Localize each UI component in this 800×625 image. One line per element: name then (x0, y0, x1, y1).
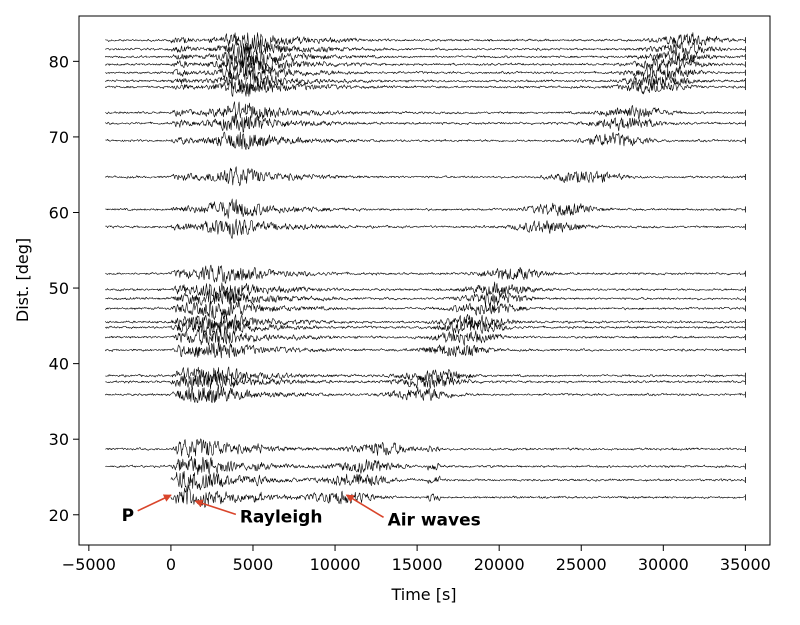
seismic-trace-15 (105, 218, 746, 239)
seismic-trace-6 (105, 366, 746, 386)
seismic-trace-0 (170, 484, 746, 508)
seismic-trace-24 (105, 54, 746, 75)
x-tick-label: 20000 (474, 555, 525, 574)
seismic-trace-26 (105, 39, 746, 60)
x-tick-label: 10000 (310, 555, 361, 574)
seismic-trace-7 (105, 342, 746, 359)
x-tick-label: 25000 (556, 555, 607, 574)
seismic-trace-17 (105, 166, 746, 187)
annotation-arrow-p (137, 494, 172, 512)
y-axis-label: Dist. [deg] (13, 238, 32, 322)
x-tick-label: 35000 (720, 555, 771, 574)
y-tick-label: 60 (49, 203, 69, 222)
seismic-trace-9 (105, 316, 746, 337)
y-tick-label: 40 (49, 355, 69, 374)
annotation-label-p: P (122, 506, 134, 526)
trace-group (105, 32, 746, 508)
plot-frame (78, 15, 771, 546)
x-tick-label: 15000 (392, 555, 443, 574)
seismic-trace-22 (105, 70, 746, 91)
annotation-arrow-air-waves (345, 494, 384, 519)
seismic-trace-13 (105, 281, 746, 302)
y-tick-label: 80 (49, 52, 69, 71)
seismic-trace-8 (105, 328, 746, 346)
seismic-trace-25 (105, 46, 746, 68)
seismic-trace-3 (105, 438, 746, 458)
seismic-trace-11 (105, 300, 746, 320)
seismic-trace-14 (105, 264, 746, 284)
x-axis-ticks: −5000 0 5000 10000 15000 20000 25000 30000 35000 (62, 545, 771, 574)
seismic-trace-16 (105, 198, 746, 219)
seismic-trace-10 (105, 312, 746, 333)
annotation-label-air-waves: Air waves (388, 510, 481, 530)
seismic-trace-27 (105, 32, 746, 50)
x-axis-label: Time [s] (390, 585, 456, 604)
y-axis-ticks: 20 30 40 50 60 70 80 (49, 52, 79, 525)
annotation-group: P Rayleigh Air waves (122, 494, 481, 530)
seismic-trace-1 (170, 470, 746, 493)
seismic-trace-21 (105, 79, 746, 97)
seismic-trace-5 (105, 371, 746, 390)
y-tick-label: 70 (49, 128, 69, 147)
seismic-trace-20 (105, 101, 746, 121)
x-tick-label: 5000 (233, 555, 274, 574)
seismic-trace-2 (105, 455, 746, 475)
seismic-trace-18 (105, 131, 746, 150)
x-tick-label: 0 (166, 555, 176, 574)
seismic-trace-19 (105, 112, 746, 133)
annotation-arrow-rayleigh (194, 499, 237, 516)
annotation-label-rayleigh: Rayleigh (240, 507, 323, 527)
y-tick-label: 20 (49, 506, 69, 525)
x-tick-label: 30000 (638, 555, 689, 574)
y-tick-label: 50 (49, 279, 69, 298)
seismic-trace-4 (105, 384, 746, 404)
seismic-trace-12 (105, 289, 746, 307)
y-tick-label: 30 (49, 430, 69, 449)
x-tick-label: −5000 (62, 555, 116, 574)
seismic-trace-23 (105, 61, 746, 82)
